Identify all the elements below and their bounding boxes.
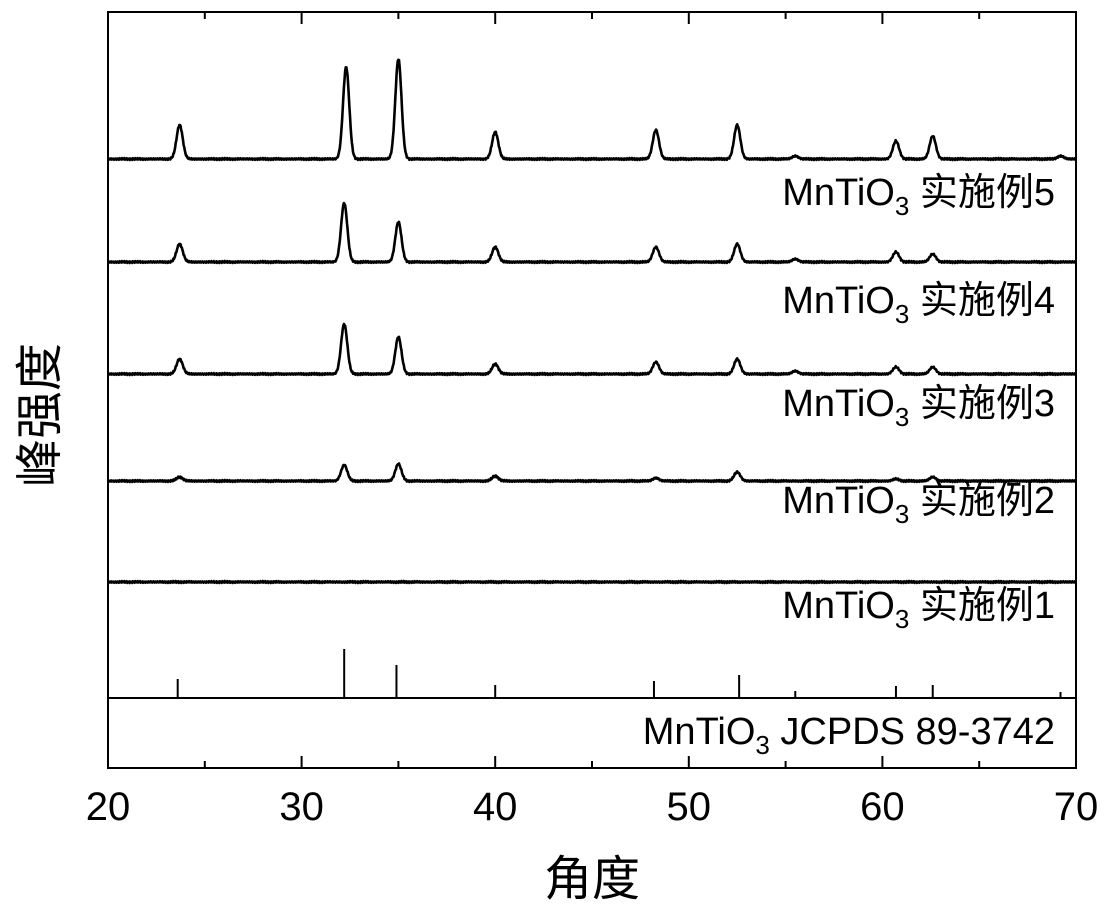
- x-tick-label-70: 70: [1054, 785, 1099, 829]
- series-line-3: [108, 324, 1076, 375]
- series-label-4: MnTiO3 实施例2: [782, 480, 1055, 529]
- x-tick-label-50: 50: [667, 785, 712, 829]
- x-tick-label-40: 40: [473, 785, 518, 829]
- series-label-5: MnTiO3 实施例1: [782, 585, 1055, 634]
- x-tick-label-20: 20: [86, 785, 131, 829]
- series-line-1: [108, 60, 1076, 160]
- x-axis-title: 角度: [544, 851, 640, 907]
- x-tick-label-30: 30: [279, 785, 324, 829]
- series-line-5: [108, 581, 1076, 583]
- x-tick-label-60: 60: [860, 785, 905, 829]
- series-label-6: MnTiO3 JCPDS 89-3742: [643, 711, 1055, 760]
- y-axis-title: 峰强度: [12, 343, 68, 487]
- series-label-1: MnTiO3 实施例5: [782, 172, 1055, 221]
- series-label-3: MnTiO3 实施例3: [782, 383, 1055, 432]
- series-label-2: MnTiO3 实施例4: [782, 280, 1055, 329]
